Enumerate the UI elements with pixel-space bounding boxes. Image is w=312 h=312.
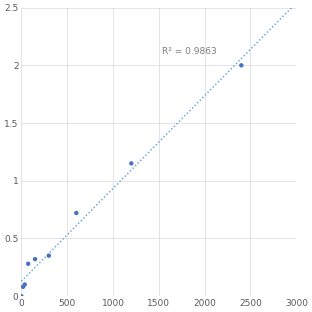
Point — [19, 294, 24, 299]
Point — [239, 63, 244, 68]
Point — [129, 161, 134, 166]
Point — [22, 282, 27, 287]
Text: R² = 0.9863: R² = 0.9863 — [162, 47, 216, 56]
Point — [32, 257, 37, 262]
Point — [21, 284, 26, 289]
Point — [26, 261, 31, 266]
Point — [74, 211, 79, 216]
Point — [46, 253, 51, 258]
